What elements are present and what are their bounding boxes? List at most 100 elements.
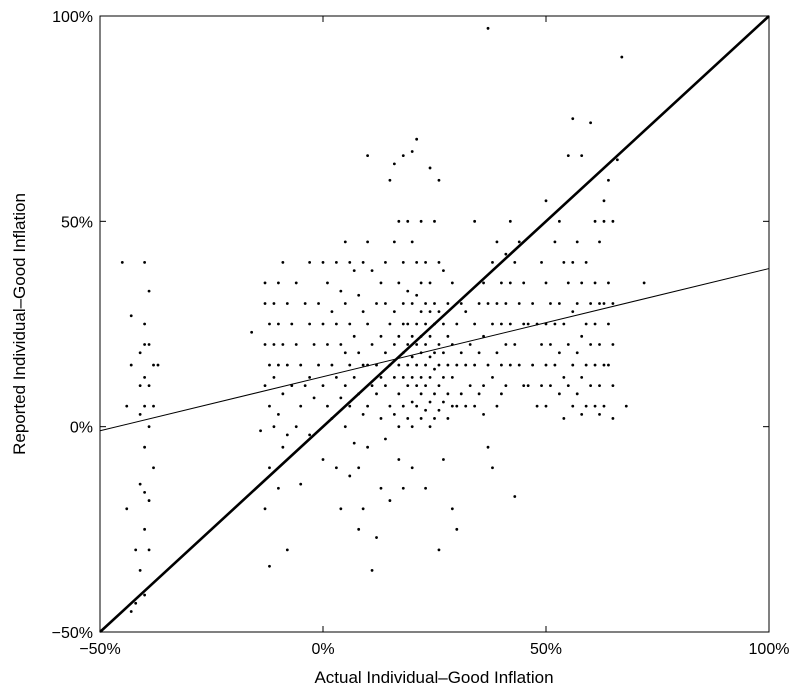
data-point (540, 343, 543, 346)
data-point (263, 384, 267, 387)
data-point (375, 392, 378, 396)
data-point (348, 363, 352, 367)
data-point (384, 351, 387, 355)
data-point (379, 375, 383, 379)
data-point (437, 384, 441, 387)
data-point (446, 363, 450, 367)
data-point (566, 154, 570, 158)
data-point (553, 322, 557, 326)
data-point (277, 412, 280, 416)
data-point (397, 281, 401, 285)
data-point (263, 343, 267, 346)
data-point (361, 507, 365, 511)
data-point (442, 269, 445, 273)
x-tick-label: 50% (530, 641, 562, 658)
data-point (281, 392, 285, 396)
data-point (446, 392, 450, 396)
data-point (138, 412, 142, 416)
data-point (424, 486, 427, 490)
data-point (428, 166, 432, 170)
data-point (143, 404, 147, 408)
data-point (468, 343, 472, 346)
data-point (397, 219, 401, 223)
data-point (272, 302, 276, 305)
data-point (455, 363, 459, 367)
data-point (290, 322, 294, 326)
data-point (580, 281, 584, 285)
data-point (326, 343, 329, 346)
data-point (495, 404, 499, 408)
data-point (486, 302, 490, 305)
data-point (410, 240, 414, 244)
data-point (277, 486, 280, 490)
data-point (406, 363, 410, 367)
data-point (607, 322, 610, 326)
data-point (352, 269, 356, 273)
data-point (401, 154, 405, 158)
data-point (138, 351, 142, 355)
data-point (281, 261, 285, 264)
data-point (415, 322, 419, 326)
data-point (553, 240, 557, 244)
data-point (281, 343, 285, 346)
data-point (419, 375, 423, 379)
data-point (388, 178, 392, 182)
data-point (482, 412, 485, 416)
data-point (589, 121, 592, 125)
data-point (415, 261, 419, 264)
data-point (589, 384, 592, 387)
data-point (584, 363, 588, 367)
data-point (138, 384, 142, 387)
data-point (388, 499, 392, 502)
data-point (352, 441, 356, 445)
data-point (584, 322, 588, 326)
data-point (517, 363, 521, 367)
data-point (379, 334, 383, 338)
data-point (384, 437, 387, 441)
data-point (580, 375, 584, 379)
data-point (607, 281, 610, 285)
data-point (437, 343, 441, 346)
data-point (593, 363, 597, 367)
data-point (343, 240, 347, 244)
data-point (375, 536, 378, 539)
data-point (459, 392, 463, 396)
data-point (593, 404, 597, 408)
data-point (575, 302, 579, 305)
data-point (419, 310, 423, 314)
data-point (410, 355, 414, 359)
tick-labels: −50% 0% 50% 100% −50% 0% 50% 100% (52, 9, 790, 658)
data-point (424, 302, 427, 305)
data-point (611, 384, 615, 387)
data-point (379, 281, 383, 285)
data-point (464, 404, 468, 408)
data-point (339, 343, 343, 346)
data-point (580, 412, 584, 416)
data-point (348, 474, 352, 478)
data-point (263, 507, 267, 511)
data-point (557, 219, 561, 223)
data-point (607, 178, 610, 182)
data-point (584, 404, 588, 408)
data-point (406, 384, 410, 387)
data-point (272, 375, 276, 379)
data-point (138, 569, 142, 572)
data-point (504, 343, 508, 346)
data-point (500, 392, 503, 396)
data-point (120, 261, 124, 264)
data-point (410, 375, 414, 379)
data-point (473, 322, 477, 326)
data-point (571, 261, 575, 264)
data-point (263, 281, 267, 285)
data-point (424, 322, 427, 326)
data-point (415, 343, 419, 346)
data-point (482, 384, 485, 387)
data-point (598, 343, 601, 346)
data-point (384, 261, 387, 264)
data-point (268, 363, 271, 367)
data-point (446, 417, 450, 420)
data-point (143, 343, 147, 346)
data-point (571, 404, 575, 408)
data-point (615, 158, 619, 162)
